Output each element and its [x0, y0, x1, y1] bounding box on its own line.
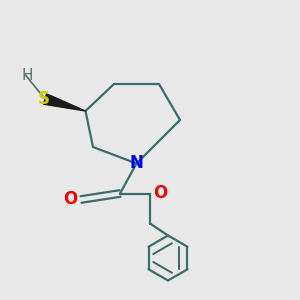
- Text: S: S: [38, 90, 50, 108]
- Text: O: O: [153, 184, 167, 202]
- Text: N: N: [130, 154, 143, 172]
- Text: O: O: [63, 190, 78, 208]
- Text: H: H: [21, 68, 33, 82]
- Polygon shape: [44, 94, 86, 111]
